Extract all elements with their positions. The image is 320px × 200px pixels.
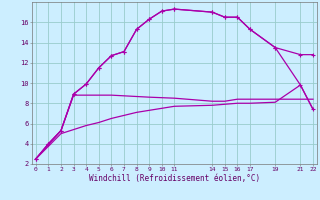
X-axis label: Windchill (Refroidissement éolien,°C): Windchill (Refroidissement éolien,°C) — [89, 174, 260, 183]
